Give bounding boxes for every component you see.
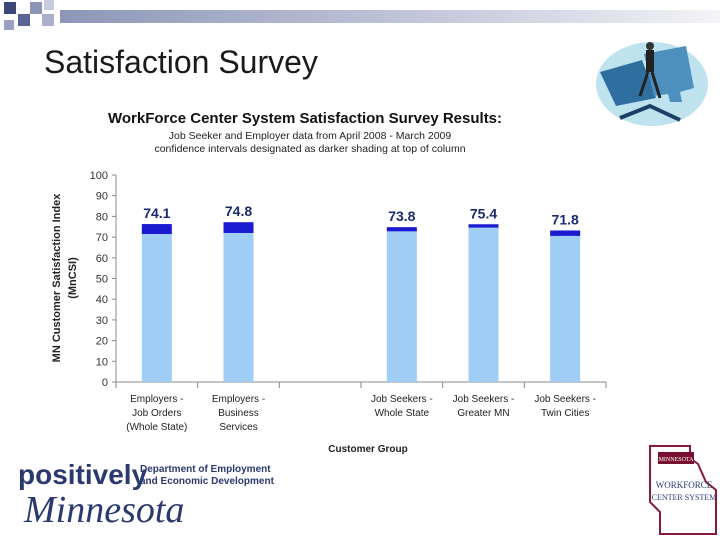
bar-value-label: 75.4	[470, 205, 497, 221]
logo-dept-line-2: and Economic Development	[140, 476, 275, 487]
x-category-label: Business	[218, 408, 259, 419]
bar-value-label: 74.8	[225, 203, 252, 219]
confidence-interval-band	[468, 224, 499, 228]
y-tick-label: 30	[96, 315, 108, 327]
satisfaction-bar-chart: 0 10 20 30 40 50 60 70 80 90 100 74.1 Employers - Job…	[51, 170, 607, 455]
bar-value-label: 71.8	[552, 211, 579, 227]
wfc-top-text: MINNESOTA	[659, 457, 695, 463]
chart-subtitle-line-1: Job Seeker and Employer data from April …	[168, 130, 452, 142]
top-decorative-band	[4, 0, 720, 30]
x-category-label: Services	[219, 422, 257, 433]
x-category-label: Employers -	[130, 394, 183, 405]
y-axis-title: (MnCSI)	[67, 257, 79, 299]
bar	[386, 229, 417, 382]
y-tick-label: 20	[96, 336, 108, 348]
confidence-interval-band	[386, 227, 417, 232]
wfc-line-2: CENTER SYSTEM	[652, 493, 717, 502]
x-category-label: Employers -	[212, 394, 265, 405]
bar-value-label: 73.8	[388, 208, 415, 224]
bar	[141, 228, 172, 382]
y-tick-label: 80	[96, 211, 108, 223]
confidence-interval-band	[223, 222, 254, 233]
logo-positively-text: positively	[18, 459, 148, 490]
y-axis-title: MN Customer Satisfaction Index	[51, 193, 63, 363]
y-tick-label: 100	[90, 170, 108, 182]
positively-minnesota-logo: positively Department of Employment and …	[18, 459, 275, 528]
x-axis-title: Customer Group	[328, 444, 407, 455]
bar-value-label: 74.1	[143, 205, 170, 221]
y-tick-label: 50	[96, 274, 108, 286]
x-category-label: Whole State	[375, 408, 430, 419]
y-tick-label: 90	[96, 191, 108, 203]
puzzle-man-clipart-icon	[596, 42, 708, 126]
bar	[223, 227, 254, 382]
y-tick-label: 10	[96, 356, 108, 368]
slide-title: Satisfaction Survey	[44, 44, 318, 80]
logo-minnesota-text: Minnesota	[23, 489, 184, 528]
bar	[550, 233, 581, 382]
x-category-label: Job Seekers -	[371, 394, 433, 405]
chart-title: WorkForce Center System Satisfaction Sur…	[108, 110, 503, 127]
x-category-label: Job Orders	[132, 408, 181, 419]
y-tick-label: 40	[96, 294, 108, 306]
workforce-center-logo: MINNESOTA WORKFORCE CENTER SYSTEM	[649, 445, 717, 535]
bar	[468, 225, 499, 382]
chart-subtitle-line-2: confidence intervals designated as darke…	[154, 143, 466, 155]
x-category-label: Job Seekers -	[453, 394, 515, 405]
y-tick-label: 70	[96, 232, 108, 244]
logo-dept-line-1: Department of Employment	[140, 464, 271, 475]
x-category-label: (Whole State)	[126, 422, 187, 433]
y-tick-label: 60	[96, 253, 108, 265]
confidence-interval-band	[550, 230, 581, 236]
x-category-label: Job Seekers -	[534, 394, 596, 405]
y-tick-label: 0	[102, 377, 108, 389]
confidence-interval-band	[141, 224, 172, 234]
chart-subtitle: Job Seeker and Employer data from April …	[110, 130, 510, 156]
wfc-line-1: WORKFORCE	[656, 480, 713, 490]
x-category-label: Twin Cities	[541, 408, 589, 419]
x-category-label: Greater MN	[457, 408, 509, 419]
